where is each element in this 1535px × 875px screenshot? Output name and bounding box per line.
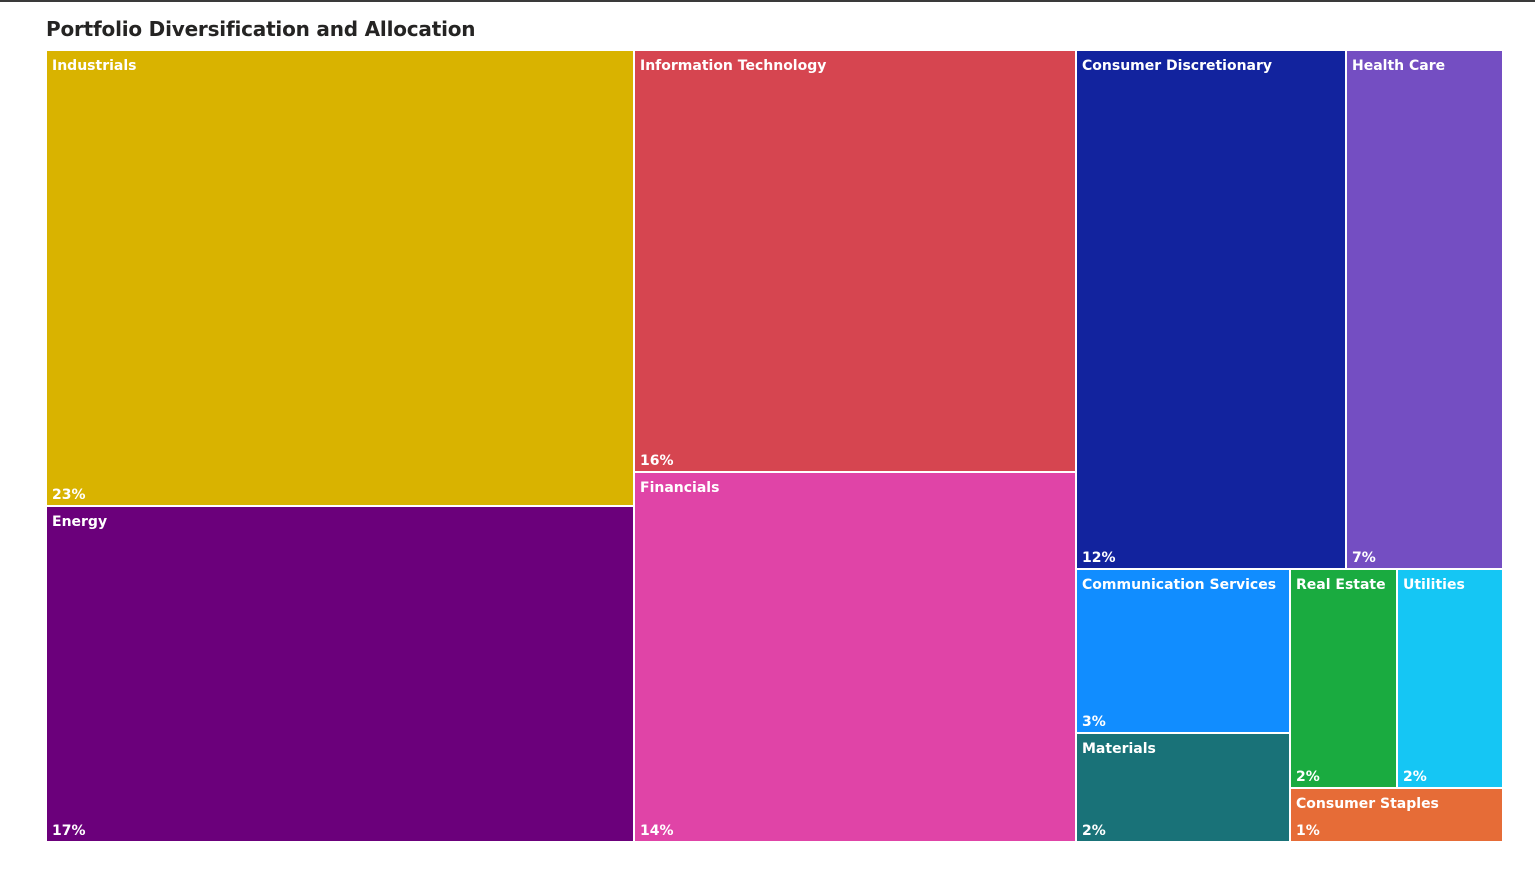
tile-label: Health Care	[1352, 58, 1446, 74]
tile-value-label: 1%	[1296, 823, 1320, 839]
tile-information-technology[interactable]: Information Technology 16%	[634, 50, 1076, 472]
tile-value-label: 17%	[52, 823, 86, 839]
tile-label: Industrials	[52, 58, 137, 74]
tile-value-label: 2%	[1403, 769, 1427, 785]
tile-label: Utilities	[1403, 577, 1465, 593]
tile-value-label: 2%	[1082, 823, 1106, 839]
tile-utilities[interactable]: Utilities 2%	[1397, 569, 1503, 788]
tile-materials[interactable]: Materials 2%	[1076, 733, 1290, 842]
tile-value-label: 12%	[1082, 550, 1116, 566]
tile-label: Financials	[640, 480, 720, 496]
tile-value-label: 23%	[52, 487, 86, 503]
tile-energy[interactable]: Energy 17%	[46, 506, 634, 842]
tile-health-care[interactable]: Health Care 7%	[1346, 50, 1503, 569]
tile-consumer-discretionary[interactable]: Consumer Discretionary 12%	[1076, 50, 1346, 569]
tile-value-label: 3%	[1082, 714, 1106, 730]
tile-label: Consumer Staples	[1296, 796, 1439, 812]
tile-real-estate[interactable]: Real Estate 2%	[1290, 569, 1397, 788]
tile-financials[interactable]: Financials 14%	[634, 472, 1076, 842]
tile-value-label: 7%	[1352, 550, 1376, 566]
tile-label: Communication Services	[1082, 577, 1277, 593]
tile-industrials[interactable]: Industrials 23%	[46, 50, 634, 506]
tile-value-label: 2%	[1296, 769, 1320, 785]
tile-communication-services[interactable]: Communication Services 3%	[1076, 569, 1290, 733]
tile-value-label: 16%	[640, 453, 674, 469]
tile-label: Consumer Discretionary	[1082, 58, 1273, 74]
top-rule	[0, 0, 1535, 2]
tile-label: Real Estate	[1296, 577, 1386, 593]
tile-label: Materials	[1082, 741, 1156, 757]
tile-label: Energy	[52, 514, 108, 530]
tile-consumer-staples[interactable]: Consumer Staples 1%	[1290, 788, 1503, 842]
chart-title: Portfolio Diversification and Allocation	[46, 17, 476, 41]
tile-value-label: 14%	[640, 823, 674, 839]
tile-label: Information Technology	[640, 58, 827, 74]
